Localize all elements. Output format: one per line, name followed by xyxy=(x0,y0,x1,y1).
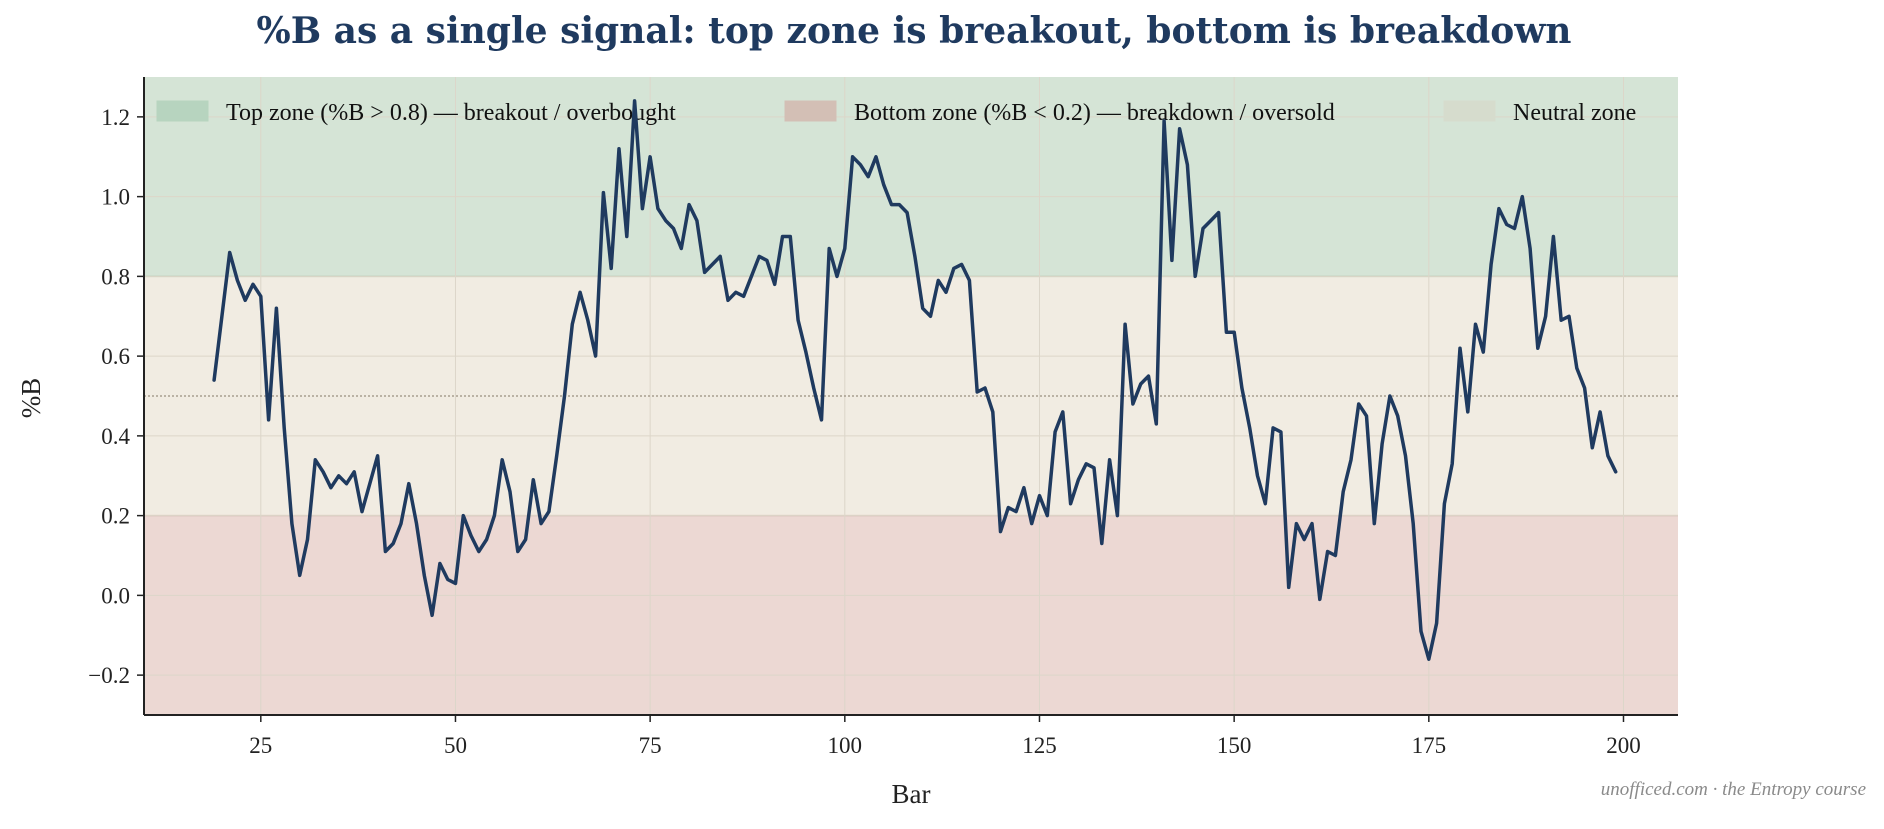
y-tick-label: 0.8 xyxy=(101,264,130,289)
y-tick-label: 0.2 xyxy=(101,504,130,529)
y-tick-label: 0.0 xyxy=(101,583,130,608)
legend-label-0: Top zone (%B > 0.8) — breakout / overbou… xyxy=(226,100,676,126)
zone-bands xyxy=(144,77,1678,715)
axes xyxy=(143,77,1678,716)
y-tick-label: 0.4 xyxy=(101,424,130,449)
legend-swatch-0 xyxy=(156,100,209,122)
x-tick-label: 75 xyxy=(639,733,662,758)
y-tick-label: −0.2 xyxy=(88,663,130,688)
legend: Top zone (%B > 0.8) — breakout / overbou… xyxy=(156,100,1636,126)
x-tick-label: 200 xyxy=(1606,733,1641,758)
series-line-percent-b xyxy=(212,99,1618,661)
y-tick-label: 1.2 xyxy=(101,105,130,130)
x-tick-label: 150 xyxy=(1217,733,1252,758)
legend-swatch-2 xyxy=(1443,100,1496,122)
x-axis-label: Bar xyxy=(892,779,931,809)
y-tick-label: 1.0 xyxy=(101,185,130,210)
legend-swatch-1 xyxy=(784,100,837,122)
legend-label-1: Bottom zone (%B < 0.2) — breakdown / ove… xyxy=(854,100,1335,126)
zone-band-1 xyxy=(144,515,1678,715)
credit-text: unofficed.com · the Entropy course xyxy=(1600,779,1866,800)
chart-title: %B as a single signal: top zone is break… xyxy=(256,10,1572,52)
y-ticks: −0.2 0.0 0.2 0.4 0.6 0.8 1.0 1.2 xyxy=(88,105,144,688)
y-tick-label: 0.6 xyxy=(101,344,130,369)
x-tick-label: 100 xyxy=(828,733,863,758)
x-tick-label: 175 xyxy=(1412,733,1447,758)
legend-label-2: Neutral zone xyxy=(1513,100,1636,126)
zone-band-2 xyxy=(144,276,1678,516)
x-ticks: 25 50 75 100 125 150 175 200 xyxy=(249,715,1641,758)
x-tick-label: 50 xyxy=(444,733,467,758)
x-tick-label: 125 xyxy=(1022,733,1057,758)
y-axis-label: %B xyxy=(16,378,46,419)
x-tick-label: 25 xyxy=(249,733,272,758)
